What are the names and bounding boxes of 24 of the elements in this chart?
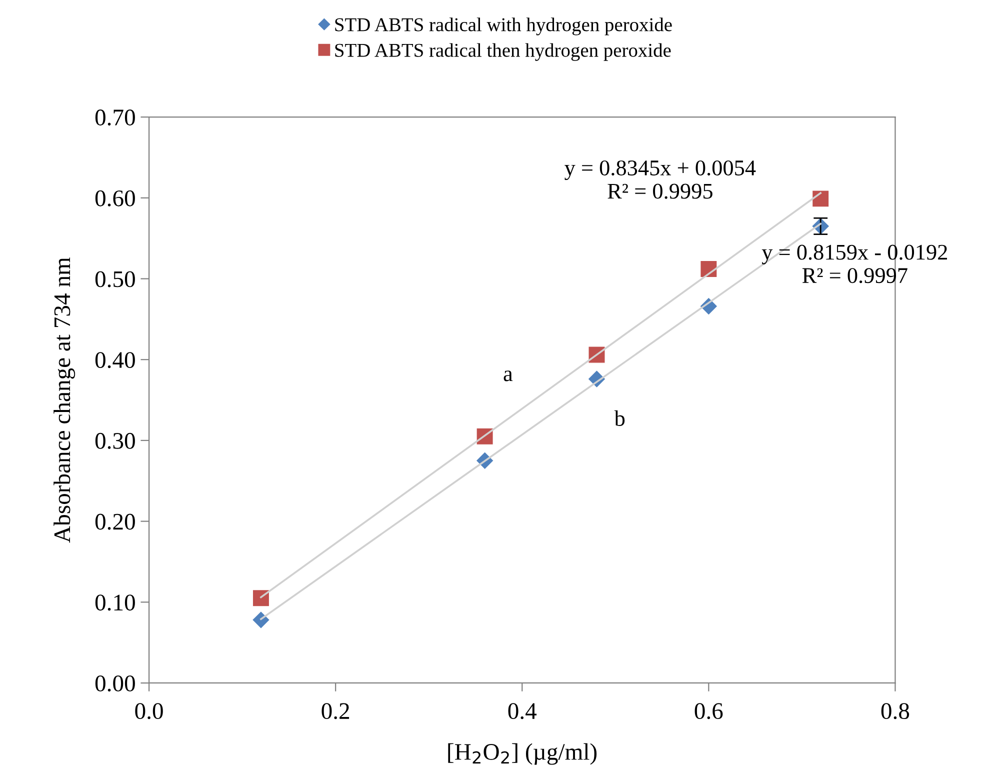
x-tick-label: 0.4 <box>508 703 537 720</box>
x-tick-label: 0.2 <box>322 703 350 720</box>
annotation: a <box>504 370 513 382</box>
x-tick-label: 0.0 <box>135 703 163 720</box>
y-tick-label: 0.40 <box>95 352 135 368</box>
y-tick-label: 0.10 <box>95 594 135 611</box>
y-tick-label: 0.60 <box>95 190 135 206</box>
x-axis-title: [H$_{2}$O$_{2}$] (µg/ml) <box>448 743 597 765</box>
legend-label: STD ABTS radical then hydrogen peroxide <box>335 43 671 61</box>
y-tick-label: 0.70 <box>95 110 135 126</box>
point <box>252 589 270 607</box>
legend-label: STD ABTS radical with hydrogen peroxide <box>335 18 672 36</box>
point <box>812 190 830 208</box>
x-tick-label: 0.6 <box>694 703 723 720</box>
y-tick-label: 0.00 <box>95 675 135 692</box>
point <box>252 610 270 630</box>
annotation: y = 0.8159x - 0.0192 R² = 0.9997 <box>762 244 947 284</box>
annotation: b <box>614 410 625 426</box>
y-tick-label: 0.30 <box>95 432 135 449</box>
annotation: y = 0.8345x + 0.0054 R² = 0.9995 <box>564 160 756 199</box>
x-tick-label: 0.8 <box>881 703 910 720</box>
y-tick-label: 0.50 <box>95 271 135 288</box>
y-tick-label: 0.20 <box>95 514 135 530</box>
y-axis-title: Absorbance change at 734 nm <box>54 257 76 543</box>
